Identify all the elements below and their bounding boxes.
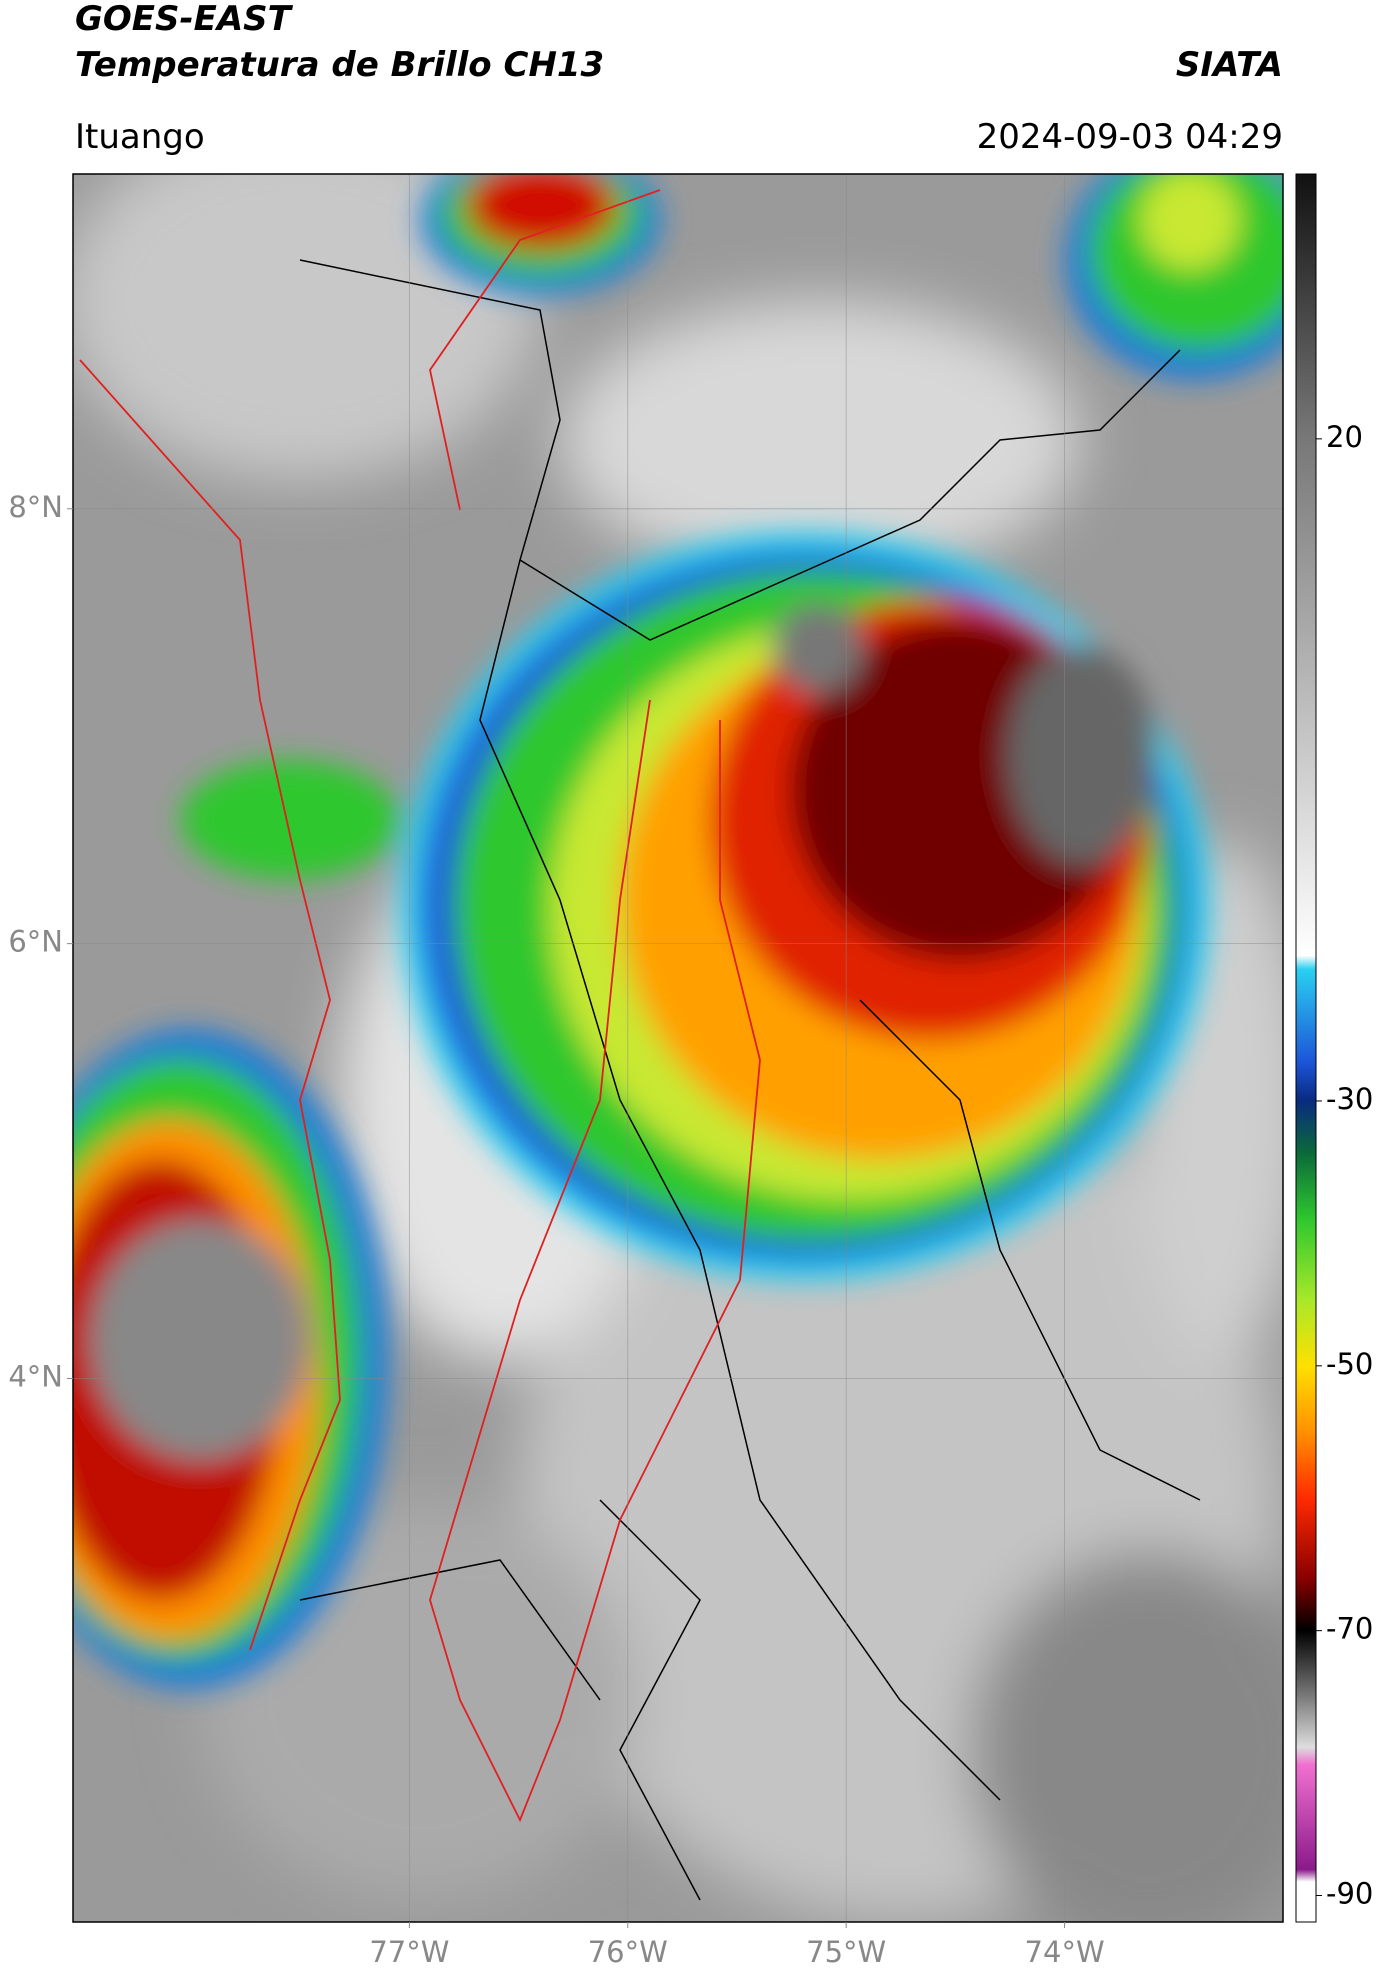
subtitle: Temperatura de Brillo CH13: [75, 45, 604, 85]
x-tick-label: 76°W: [588, 1935, 668, 1969]
map-frame: [72, 173, 1284, 1923]
y-tick-label: 8°N: [8, 490, 63, 524]
x-tick-label: 75°W: [806, 1935, 886, 1969]
location: Ituango: [75, 117, 205, 157]
colorbar-tick-label: -90: [1326, 1877, 1373, 1911]
y-tick-label: 4°N: [8, 1359, 63, 1393]
x-tick-label: 74°W: [1025, 1935, 1105, 1969]
colorbar-tick-label: -30: [1326, 1082, 1373, 1116]
x-tick-label: 77°W: [369, 1935, 449, 1969]
satellite-image: [73, 174, 1283, 1922]
datetime: 2024-09-03 04:29: [977, 117, 1283, 157]
title: GOES-EAST: [75, 0, 294, 39]
colorbar-tick-label: -50: [1326, 1347, 1373, 1381]
colorbar-tick-label: -70: [1326, 1612, 1373, 1646]
source: SIATA: [1176, 45, 1283, 85]
colorbar: [1295, 173, 1317, 1923]
y-tick-label: 6°N: [8, 925, 63, 959]
colorbar-tick-label: 20: [1326, 420, 1363, 454]
